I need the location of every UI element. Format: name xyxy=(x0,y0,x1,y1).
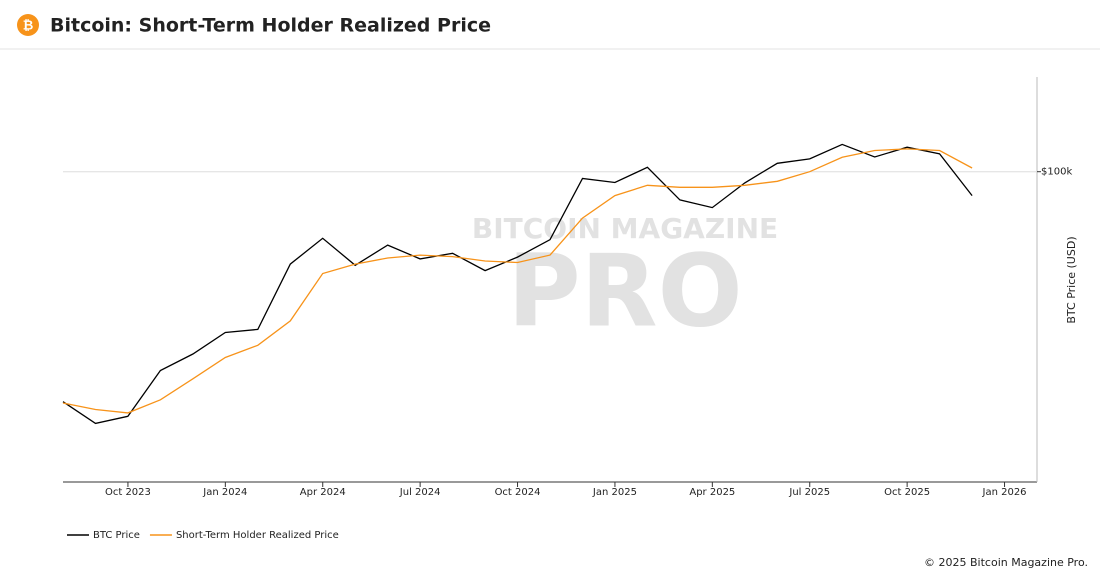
y-axis-label: BTC Price (USD) xyxy=(1065,236,1078,323)
watermark: PRO xyxy=(507,232,742,349)
page-title: Bitcoin: Short-Term Holder Realized Pric… xyxy=(50,15,491,37)
legend-label: Short-Term Holder Realized Price xyxy=(176,530,339,541)
x-tick-label: Oct 2025 xyxy=(884,487,930,498)
x-tick-label: Jan 2025 xyxy=(592,487,637,498)
x-tick-label: Apr 2025 xyxy=(689,487,735,498)
x-tick-label: Oct 2023 xyxy=(105,487,151,498)
x-tick-label: Jul 2025 xyxy=(788,487,830,498)
x-tick-label: Jan 2024 xyxy=(202,487,247,498)
logo-symbol: ₿ xyxy=(23,19,34,34)
x-tick-label: Jul 2024 xyxy=(399,487,441,498)
series-line xyxy=(62,143,973,425)
y-tick-label: $100k xyxy=(1041,167,1072,178)
x-tick-label: Oct 2024 xyxy=(495,487,541,498)
copyright: © 2025 Bitcoin Magazine Pro. xyxy=(924,556,1088,569)
series-line xyxy=(62,148,973,414)
watermark: BITCOIN MAGAZINE xyxy=(472,212,778,245)
x-tick-label: Jan 2026 xyxy=(982,487,1027,498)
logo xyxy=(17,14,39,36)
legend-label: BTC Price xyxy=(93,530,140,541)
x-tick-label: Apr 2024 xyxy=(300,487,346,498)
